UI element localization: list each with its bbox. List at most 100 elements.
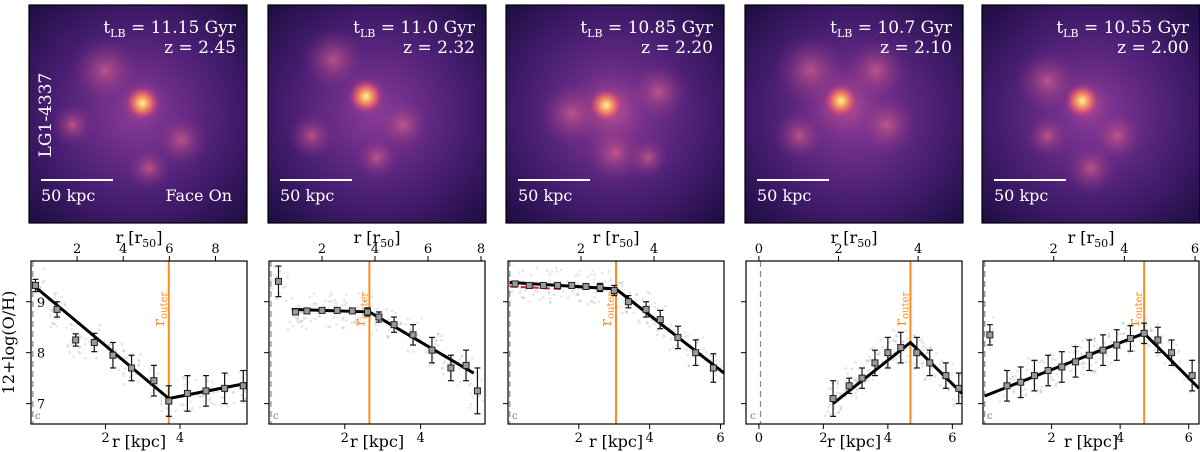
particle xyxy=(548,300,552,304)
data-marker xyxy=(709,364,717,372)
particle xyxy=(88,340,91,344)
particle xyxy=(1081,361,1084,364)
data-marker xyxy=(955,384,963,392)
x-tick-label: 6 xyxy=(1185,431,1193,446)
top-x-tick-label: 2 xyxy=(318,242,326,257)
particle xyxy=(201,394,205,398)
particle xyxy=(1013,378,1016,381)
particle xyxy=(1066,365,1069,368)
particle xyxy=(895,334,898,337)
data-marker xyxy=(568,281,576,289)
data-marker xyxy=(1126,334,1134,342)
particle xyxy=(1177,350,1180,354)
particle xyxy=(684,330,687,334)
particle xyxy=(231,391,235,394)
particle xyxy=(55,324,59,328)
particle xyxy=(199,395,202,398)
particle xyxy=(99,323,102,327)
redshift-label: z = 2.10 xyxy=(880,38,952,58)
particle xyxy=(159,403,163,406)
particle xyxy=(545,269,549,273)
fit-line xyxy=(291,307,475,375)
data-point xyxy=(221,372,229,405)
particle xyxy=(1128,351,1131,355)
particle xyxy=(238,370,241,374)
particle xyxy=(322,304,325,307)
particle xyxy=(1024,394,1028,397)
particle xyxy=(160,409,164,413)
particle xyxy=(871,378,875,382)
particle xyxy=(702,347,706,350)
particle xyxy=(458,366,461,370)
particle xyxy=(148,368,152,371)
particle xyxy=(586,275,590,278)
gas-filament xyxy=(155,114,208,167)
data-marker xyxy=(202,387,210,395)
gas-filament xyxy=(1014,48,1081,114)
data-point xyxy=(913,336,921,369)
particle xyxy=(1009,377,1013,381)
particle xyxy=(576,292,580,296)
data-point xyxy=(1168,339,1176,367)
particle xyxy=(459,380,462,383)
top-x-tick-label: 4 xyxy=(914,242,922,257)
particle xyxy=(719,376,723,380)
x-axis-label: r [kpc] xyxy=(827,432,881,451)
particle xyxy=(122,349,126,352)
particle xyxy=(208,397,212,401)
data-marker xyxy=(183,389,191,397)
image-frame xyxy=(505,4,725,224)
particle xyxy=(638,321,641,324)
particle xyxy=(519,288,523,291)
data-point xyxy=(1154,326,1162,354)
particle xyxy=(390,309,394,313)
particle xyxy=(468,406,471,409)
data-marker xyxy=(511,280,519,288)
particle xyxy=(137,380,140,384)
particle xyxy=(470,381,473,385)
particle xyxy=(866,359,870,362)
particle xyxy=(281,286,285,289)
particle xyxy=(342,326,346,330)
particle xyxy=(547,291,551,295)
data-point xyxy=(303,307,311,315)
data-point xyxy=(554,281,562,289)
metallicity-panel-4: router c 0 2 4 6 r [kpc] 0 2 4 r [r50] xyxy=(741,228,964,451)
particle xyxy=(335,304,338,308)
scale-bar-label: 50 kpc xyxy=(757,186,811,205)
data-marker xyxy=(333,306,341,314)
particle xyxy=(687,364,690,367)
particle xyxy=(522,296,525,300)
data-point xyxy=(642,301,650,318)
data-point xyxy=(942,362,950,389)
particle xyxy=(293,315,296,318)
particle xyxy=(930,366,934,370)
particle xyxy=(610,306,614,310)
particle xyxy=(394,311,397,315)
particle xyxy=(524,289,528,292)
data-marker xyxy=(292,308,300,316)
data-marker xyxy=(165,397,173,405)
particle xyxy=(51,309,54,312)
data-point xyxy=(596,282,604,293)
particle xyxy=(554,266,558,270)
particle xyxy=(518,271,521,274)
particle-cloud xyxy=(270,265,484,409)
particle xyxy=(183,376,186,380)
galaxy-id-label: LG1-4337 xyxy=(36,73,56,158)
particle xyxy=(1069,369,1072,373)
x-tick-label: 6 xyxy=(948,431,956,446)
particle xyxy=(377,324,381,327)
particle xyxy=(330,292,333,296)
particle xyxy=(839,405,843,408)
particle xyxy=(278,292,282,296)
particle xyxy=(645,320,649,324)
particle xyxy=(686,353,690,357)
particle xyxy=(1153,348,1157,352)
particle xyxy=(371,333,374,336)
data-marker xyxy=(1003,382,1011,390)
particle xyxy=(992,316,995,319)
lookback-time: tLB = 10.85 Gyr xyxy=(580,18,714,40)
r-outer-label: router xyxy=(350,292,370,327)
particle xyxy=(620,280,624,284)
